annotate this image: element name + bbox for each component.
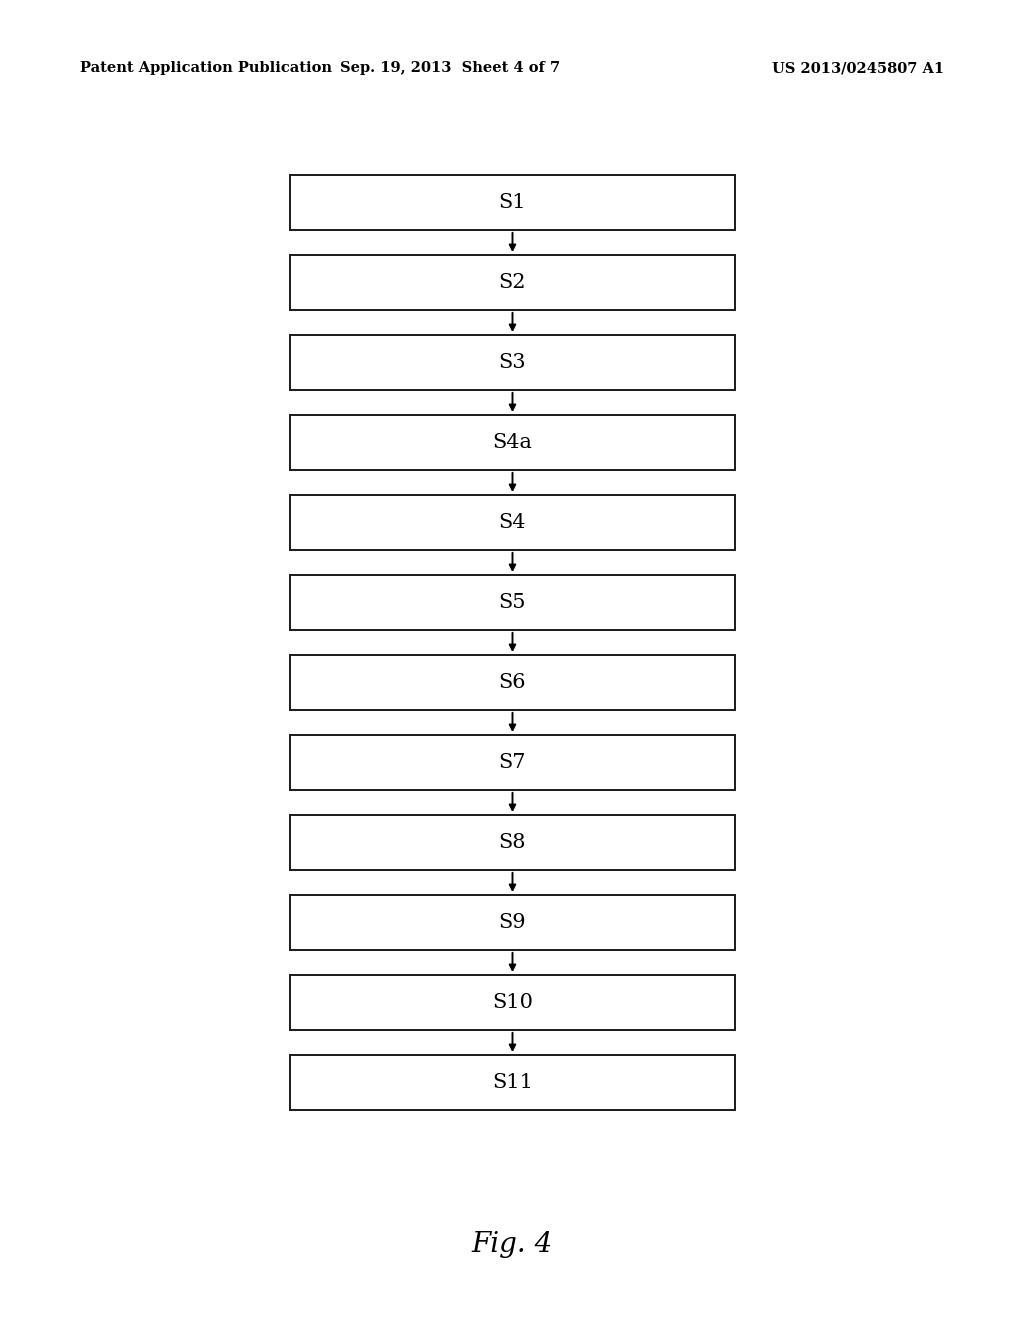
Bar xyxy=(290,414,735,470)
Bar xyxy=(290,176,735,230)
Text: S2: S2 xyxy=(499,273,526,292)
Text: S10: S10 xyxy=(492,993,534,1012)
Text: S4: S4 xyxy=(499,513,526,532)
Text: Sep. 19, 2013  Sheet 4 of 7: Sep. 19, 2013 Sheet 4 of 7 xyxy=(341,61,560,75)
Bar xyxy=(290,495,735,550)
Bar xyxy=(290,255,735,310)
Bar xyxy=(290,1055,735,1110)
Text: S4a: S4a xyxy=(493,433,532,451)
Text: Fig. 4: Fig. 4 xyxy=(471,1232,553,1258)
Text: S9: S9 xyxy=(499,913,526,932)
Text: S3: S3 xyxy=(499,352,526,372)
Text: S6: S6 xyxy=(499,673,526,692)
Text: Patent Application Publication: Patent Application Publication xyxy=(80,61,332,75)
Text: S1: S1 xyxy=(499,193,526,213)
Bar xyxy=(290,655,735,710)
Text: US 2013/0245807 A1: US 2013/0245807 A1 xyxy=(772,61,944,75)
Bar xyxy=(290,814,735,870)
Bar xyxy=(290,335,735,389)
Bar xyxy=(290,895,735,950)
Text: S11: S11 xyxy=(492,1073,534,1092)
Bar xyxy=(290,576,735,630)
Text: S5: S5 xyxy=(499,593,526,612)
Bar xyxy=(290,735,735,789)
Bar xyxy=(290,975,735,1030)
Text: S8: S8 xyxy=(499,833,526,851)
Text: S7: S7 xyxy=(499,752,526,772)
